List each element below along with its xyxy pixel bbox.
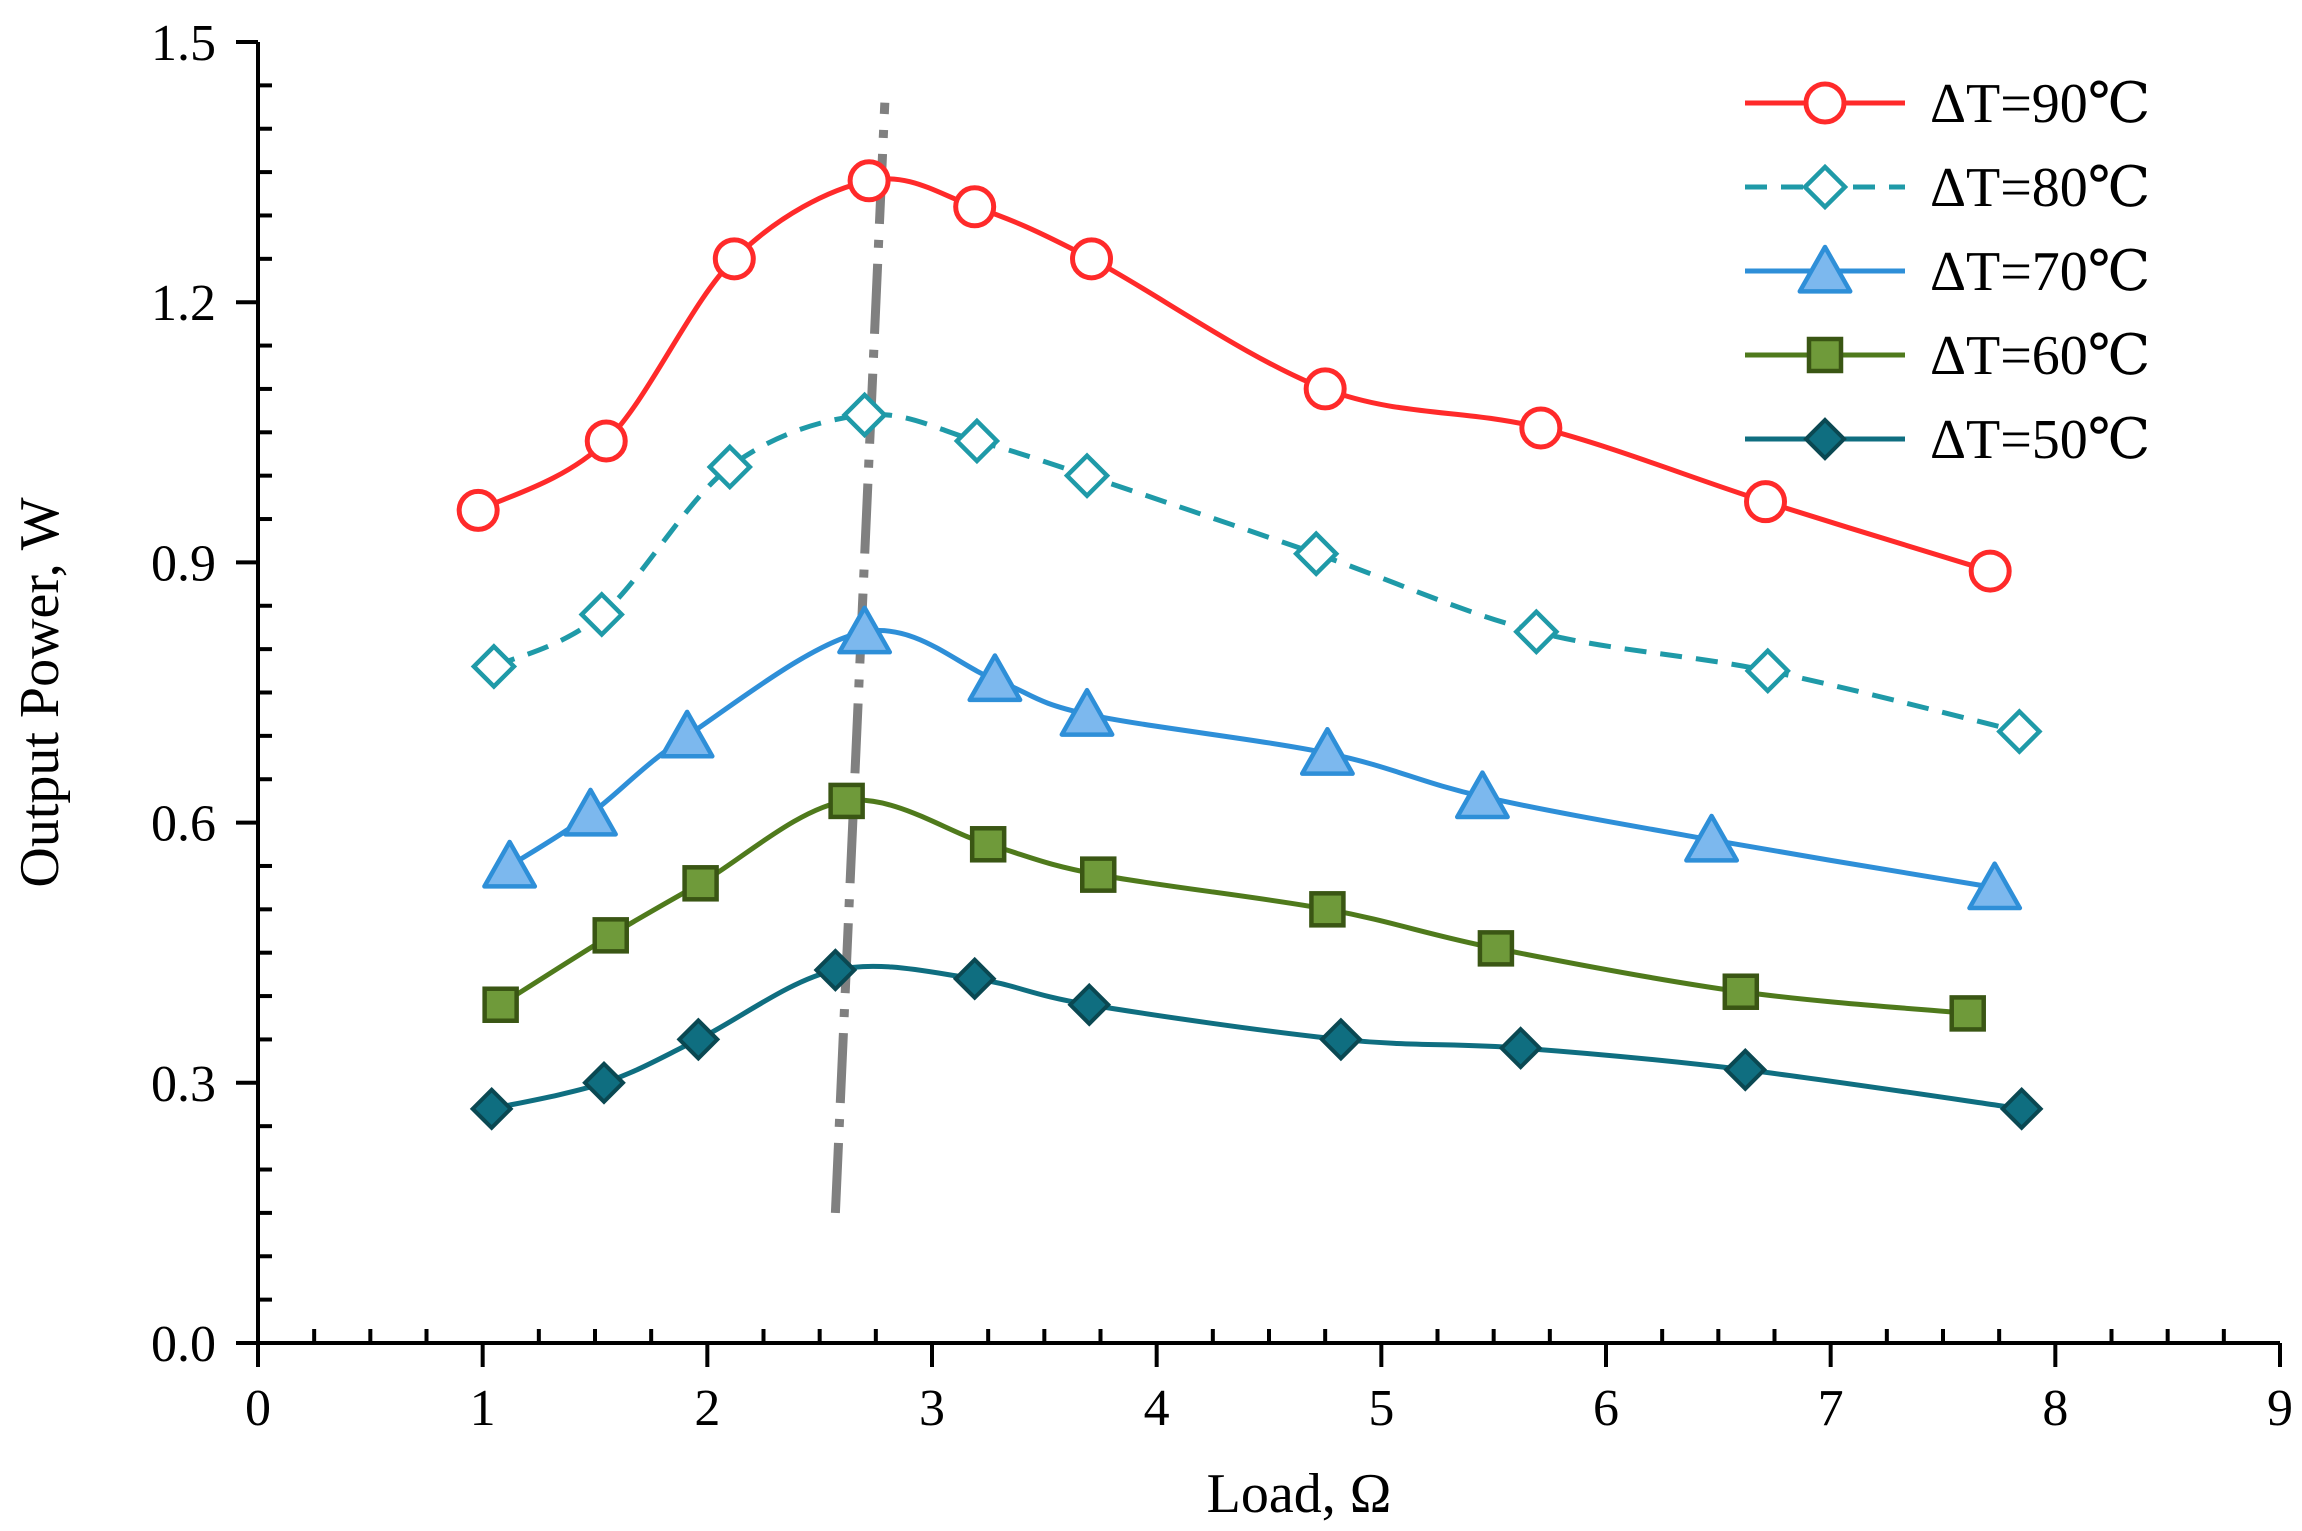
axes: 0.0 0.3 0.6 0.9 1.2 1.5 0 1 2 3 4 5 6 7 8 9 [151, 15, 2293, 1437]
series-1 [456, 159, 2012, 593]
x-tick-label: 3 [919, 1380, 945, 1437]
data-point [456, 488, 500, 532]
trend-line-layer [830, 102, 890, 1214]
data-point [1309, 891, 1346, 928]
legend-marker [1801, 163, 1849, 211]
legend-item: ΔT=90℃ [1745, 73, 2150, 135]
legend-item: ΔT=60℃ [1745, 325, 2150, 387]
legend-marker [1806, 336, 1844, 374]
data-point [1067, 982, 1112, 1027]
data-point [563, 787, 618, 837]
x-tick-label: 8 [2042, 1380, 2068, 1437]
data-point [578, 591, 625, 638]
x-tick-label: 5 [1368, 1380, 1394, 1437]
y-axis-title: Output Power, W [9, 497, 71, 887]
data-point [470, 643, 518, 690]
data-point [837, 605, 893, 655]
x-tick-label: 1 [470, 1380, 496, 1437]
data-point [1999, 1086, 2044, 1131]
data-point [969, 826, 1007, 863]
data-point [952, 956, 997, 1001]
legend-marker [1803, 417, 1847, 461]
x-tick-label: 4 [1144, 1380, 1170, 1437]
series-4 [482, 782, 1986, 1032]
data-point [1967, 861, 2023, 911]
data-point [1319, 1017, 1363, 1062]
data-point [1968, 549, 2012, 593]
data-point [953, 417, 1001, 465]
data-point [469, 1086, 514, 1131]
series-2 [470, 391, 2043, 755]
legend-marker [1803, 81, 1847, 125]
data-point [847, 159, 891, 203]
data-point [1477, 930, 1515, 967]
y-tick-label: 0.6 [151, 796, 216, 853]
series-line [491, 963, 2022, 1112]
data-point [828, 782, 865, 820]
x-tick-label: 9 [2267, 1380, 2293, 1437]
data-point [482, 986, 519, 1023]
x-tick-label: 2 [694, 1380, 720, 1437]
data-point [1513, 608, 1560, 655]
y-tick-label: 1.2 [151, 275, 216, 332]
data-point [584, 419, 628, 463]
data-point [1292, 530, 1340, 577]
data-point [712, 237, 756, 281]
y-tick-label: 0.0 [151, 1316, 216, 1373]
data-point [1070, 237, 1114, 281]
data-point [682, 865, 719, 902]
legend-label: ΔT=80℃ [1930, 157, 2150, 219]
legend: ΔT=90℃ ΔT=80℃ ΔT=70℃ ΔT=60℃ ΔT=50℃ [1745, 73, 2150, 471]
data-point [1949, 995, 1986, 1032]
data-point [1063, 452, 1111, 499]
x-tick-label: 6 [1593, 1380, 1619, 1437]
series-layer [456, 159, 2044, 1131]
y-tick-label: 1.5 [151, 15, 216, 72]
data-point [1080, 856, 1117, 893]
x-axis-title: Load, Ω [1207, 1463, 1392, 1525]
legend-marker [1797, 244, 1853, 294]
data-point [1059, 687, 1115, 737]
series-5 [469, 948, 2044, 1131]
data-point [706, 443, 753, 491]
data-point [1519, 406, 1563, 450]
data-point [953, 185, 997, 229]
series-3 [482, 605, 2023, 911]
data-point [1498, 1026, 1543, 1070]
x-tick-label: 7 [1818, 1380, 1844, 1437]
data-point [1744, 647, 1791, 694]
y-tick-label: 0.9 [151, 535, 216, 592]
data-point [1303, 367, 1347, 411]
legend-item: ΔT=50℃ [1745, 409, 2150, 471]
data-point [967, 653, 1023, 703]
y-tick-label: 0.3 [151, 1056, 216, 1113]
data-point [582, 1060, 626, 1105]
data-point [482, 839, 538, 889]
data-point [1722, 973, 1760, 1010]
legend-label: ΔT=50℃ [1930, 409, 2150, 471]
data-point [1723, 1047, 1768, 1092]
trend-line [830, 102, 890, 1214]
data-point [659, 709, 715, 759]
legend-item: ΔT=70℃ [1745, 241, 2150, 303]
data-point [1744, 480, 1788, 524]
x-tick-label: 0 [245, 1380, 271, 1437]
legend-label: ΔT=70℃ [1930, 241, 2150, 303]
data-point [1996, 708, 2043, 755]
data-point [1684, 813, 1740, 863]
data-point [592, 917, 629, 954]
legend-label: ΔT=90℃ [1930, 73, 2150, 135]
legend-label: ΔT=60℃ [1930, 325, 2150, 387]
data-point [676, 1017, 721, 1062]
legend-item: ΔT=80℃ [1745, 157, 2150, 219]
data-point [1454, 770, 1510, 820]
data-point [1299, 726, 1355, 776]
data-point [813, 948, 858, 992]
data-point [841, 391, 888, 439]
